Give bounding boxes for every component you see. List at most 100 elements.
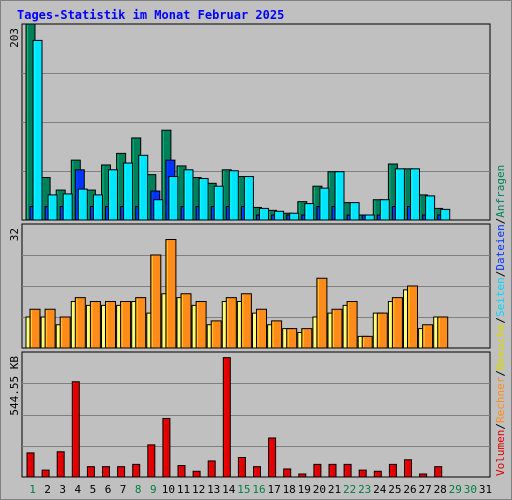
bar-seiten-day-15	[243, 176, 254, 221]
x-label-day-24: 24	[373, 483, 387, 496]
x-label-day-25: 25	[388, 483, 401, 496]
bar-volumen-day-20	[313, 463, 322, 478]
bar-rechner-day-4	[74, 297, 86, 349]
x-label-day-18: 18	[283, 483, 296, 496]
x-label-day-30: 30	[464, 483, 477, 496]
bar-seiten-day-18	[289, 212, 300, 221]
chart-title: Tages-Statistik im Monat Februar 2025	[17, 8, 285, 22]
x-label-day-4: 4	[74, 483, 81, 496]
bar-volumen-day-27	[419, 473, 428, 478]
bar-volumen-day-7	[117, 466, 126, 478]
bar-rechner-day-2	[44, 308, 56, 349]
x-label-day-1: 1	[29, 483, 36, 496]
x-label-day-13: 13	[207, 483, 220, 496]
x-label-day-9: 9	[150, 483, 157, 496]
side-legend: Volumen/Rechner/Besuche/Seiten/Dateien/A…	[494, 165, 507, 476]
legend-volumen: Volumen	[494, 430, 507, 476]
x-label-day-31: 31	[479, 483, 492, 496]
bar-seiten-day-8	[138, 154, 149, 221]
bar-seiten-day-3	[62, 193, 73, 221]
x-label-day-21: 21	[328, 483, 341, 496]
bar-seiten-day-24	[379, 199, 390, 221]
bar-seiten-day-17	[274, 210, 285, 221]
bar-seiten-day-7	[123, 162, 134, 221]
bar-volumen-day-8	[132, 463, 141, 478]
bar-rechner-day-18	[286, 328, 298, 349]
legend-anfragen: Anfragen	[494, 165, 507, 218]
bar-volumen-day-21	[328, 463, 337, 478]
x-label-day-12: 12	[192, 483, 205, 496]
bar-rechner-day-19	[301, 328, 313, 349]
bar-seiten-day-22	[349, 202, 360, 221]
bar-seiten-day-21	[334, 171, 345, 221]
bar-seiten-day-11	[183, 169, 194, 221]
bar-volumen-day-24	[373, 470, 382, 478]
bar-rechner-day-15	[240, 293, 252, 349]
legend-dateien: Dateien	[494, 224, 507, 270]
bar-seiten-day-9	[153, 199, 164, 221]
bar-rechner-day-21	[331, 308, 343, 349]
x-label-day-17: 17	[267, 483, 280, 496]
bar-volumen-day-22	[343, 463, 352, 478]
bar-rechner-day-1	[29, 308, 41, 349]
bar-volumen-day-17	[268, 437, 277, 478]
legend-seiten: Seiten	[494, 277, 507, 317]
bar-volumen-day-23	[358, 469, 367, 478]
bar-rechner-day-27	[422, 324, 434, 349]
legend-separator: /	[494, 317, 507, 324]
x-label-day-6: 6	[105, 483, 112, 496]
bar-seiten-day-25	[394, 168, 405, 221]
x-label-day-20: 20	[313, 483, 326, 496]
bar-seiten-day-6	[108, 169, 118, 221]
legend-separator: /	[494, 218, 507, 225]
legend-rechner: Rechner	[494, 376, 507, 423]
x-label-day-7: 7	[120, 483, 127, 496]
x-label-day-2: 2	[44, 483, 51, 496]
legend-besuche: Besuche	[494, 324, 507, 370]
bar-volumen-day-16	[253, 466, 261, 478]
bar-rechner-day-22	[346, 301, 358, 349]
x-label-day-22: 22	[343, 483, 356, 496]
bar-seiten-day-28	[440, 208, 451, 221]
bar-rechner-day-5	[89, 301, 101, 349]
bar-rechner-day-6	[105, 301, 116, 349]
x-label-day-14: 14	[222, 483, 236, 496]
bar-seiten-day-14	[228, 170, 239, 221]
y-max-label-middle: 32	[8, 228, 21, 241]
bar-rechner-day-10	[165, 239, 177, 349]
bar-seiten-day-13	[213, 185, 224, 221]
x-label-day-29: 29	[449, 483, 462, 496]
x-label-day-15: 15	[237, 483, 250, 496]
bar-seiten-day-12	[198, 177, 209, 221]
bar-rechner-day-20	[316, 277, 328, 349]
bar-volumen-day-1	[26, 452, 35, 478]
bar-seiten-day-23	[364, 214, 375, 221]
bar-seiten-day-16	[259, 207, 269, 221]
x-label-day-19: 19	[298, 483, 311, 496]
bar-seiten-day-2	[47, 194, 58, 221]
x-label-day-26: 26	[403, 483, 416, 496]
bar-volumen-day-4	[71, 381, 80, 478]
x-label-day-10: 10	[162, 483, 175, 496]
bar-seiten-day-20	[319, 187, 330, 221]
bar-volumen-day-6	[102, 466, 110, 478]
bar-volumen-day-25	[388, 463, 397, 478]
bar-rechner-day-25	[391, 297, 403, 349]
bar-volumen-day-3	[56, 451, 65, 478]
x-label-day-3: 3	[59, 483, 66, 496]
x-label-day-11: 11	[177, 483, 190, 496]
x-label-day-16: 16	[252, 483, 265, 496]
bar-seiten-day-5	[92, 194, 103, 221]
bar-volumen-day-5	[86, 466, 95, 478]
bar-rechner-day-7	[120, 301, 132, 349]
bar-rechner-day-16	[256, 308, 267, 349]
y-max-label-bottom: 544.55 KB	[8, 356, 21, 416]
bar-volumen-day-2	[41, 469, 50, 478]
bar-rechner-day-13	[210, 320, 222, 349]
bar-seiten-day-27	[425, 195, 436, 221]
bar-rechner-day-11	[180, 293, 192, 349]
bar-volumen-day-14	[222, 357, 231, 478]
x-label-day-5: 5	[90, 483, 97, 496]
bar-volumen-day-11	[177, 465, 186, 478]
